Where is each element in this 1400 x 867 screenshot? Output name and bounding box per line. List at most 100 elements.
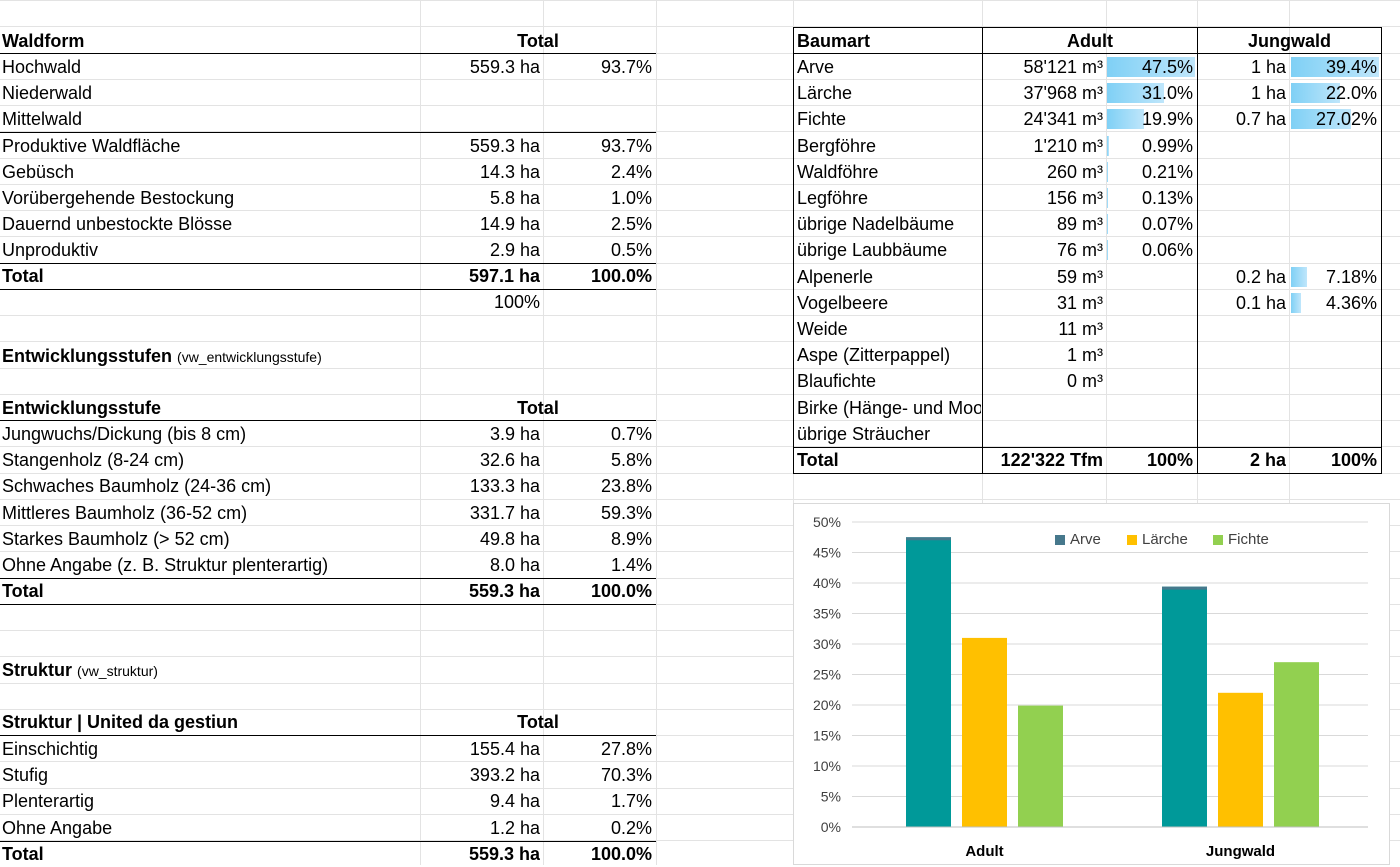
baumart-row-jungwald-pct — [1290, 159, 1377, 185]
gridline-row — [0, 578, 1400, 579]
gridline-row — [0, 158, 1400, 159]
entwicklung-row-pct: 1.4% — [610, 555, 652, 575]
baumart-row-jungwald-pct — [1290, 395, 1377, 421]
struktur-row-pct: 1.7% — [610, 791, 652, 812]
gridline-row — [0, 735, 1400, 736]
baumart-row-jungwald: 0.7 ha — [1235, 109, 1286, 130]
baumart-row-pct: 31.0% — [1141, 83, 1193, 104]
gridline-row — [0, 709, 1400, 710]
legend-label-fichte: Fichte — [1228, 531, 1269, 548]
gridline-row — [0, 420, 1400, 421]
baumart-row-pct: 0.13% — [1141, 188, 1193, 208]
waldform-row-pct — [545, 106, 652, 132]
baumart-row-jungwald — [1198, 342, 1286, 368]
baumart-header-jungwald: Jungwald — [1247, 31, 1331, 51]
gridline-row — [0, 315, 1400, 316]
gridline-row — [0, 236, 1400, 237]
baumart-row-pct: 19.9% — [1141, 109, 1193, 130]
adult-databar — [1107, 188, 1108, 208]
baumart-row-label: übrige Laubbäume — [797, 240, 948, 261]
waldform-row-label: Mittelwald — [2, 109, 83, 130]
baumart-row-label: Alpenerle — [797, 266, 874, 287]
waldform-row-label: Produktive Waldfläche — [2, 135, 181, 156]
baumart-row-jungwald-pct — [1290, 316, 1377, 342]
gridline-row — [0, 53, 1400, 54]
waldform-row-pct: 2.5% — [610, 214, 652, 235]
gridline-column — [420, 0, 421, 865]
baumart-row-jungwald-pct — [1290, 237, 1377, 263]
baumart-row-jungwald — [1198, 159, 1286, 185]
baumart-row-label: Bergföhre — [797, 135, 877, 156]
baumart-row-label: Aspe (Zitterpappel) — [797, 345, 951, 366]
waldform-row-label: Gebüsch — [2, 161, 75, 182]
gridline-row — [0, 840, 1400, 841]
baumart-row-label: übrige Sträucher — [797, 423, 931, 444]
waldform-row-ha — [420, 80, 540, 106]
entwicklung-row-ha: 49.8 ha — [479, 528, 540, 549]
entwicklung-row-ha: 8.0 ha — [489, 555, 540, 575]
legend-label-larche: Lärche — [1142, 531, 1188, 548]
species-share-chart[interactable] — [793, 503, 1390, 865]
baumart-row-volume: 1 m³ — [1067, 345, 1103, 366]
waldform-row-ha: 559.3 ha — [469, 57, 540, 77]
entwicklung-row-label: Schwaches Baumholz (24-36 cm) — [2, 476, 272, 497]
baumart-row-jungwald-pct — [1290, 211, 1377, 237]
entwicklung-title-text: Entwicklungsstufen — [2, 346, 173, 366]
baumart-row-jungwald — [1198, 421, 1286, 447]
baumart-row-pct: 47.5% — [1141, 57, 1193, 77]
waldform-bottom-rule — [0, 289, 656, 290]
entwicklung-header-rule — [0, 420, 656, 421]
baumart-bottom-rule — [793, 473, 1382, 474]
entwicklung-row-pct: 0.7% — [610, 424, 652, 444]
struktur-total-label: Total — [2, 844, 44, 864]
baumart-row-volume: 156 m³ — [1046, 188, 1103, 208]
waldform-row-ha: 5.8 ha — [489, 188, 540, 208]
gridline-row — [0, 499, 1400, 500]
adult-databar — [1107, 135, 1109, 156]
waldform-row-ha — [420, 106, 540, 132]
gridline-row — [0, 105, 1400, 106]
baumart-row-label: Legföhre — [797, 188, 869, 208]
legend-swatch-fichte — [1213, 535, 1223, 546]
gridline-row — [0, 368, 1400, 369]
baumart-row-jungwald — [1198, 395, 1286, 421]
struktur-row-label: Plenterartig — [2, 791, 95, 812]
entwicklung-row-label: Mittleres Baumholz (36-52 cm) — [2, 502, 248, 523]
gridline-row — [0, 341, 1400, 342]
baumart-row-volume: 260 m³ — [1046, 161, 1103, 182]
baumart-row-volume: 89 m³ — [1056, 214, 1103, 235]
baumart-row-jungwald-pct: 39.4% — [1325, 57, 1377, 77]
gridline-row — [0, 394, 1400, 395]
struktur-total-rule — [0, 841, 656, 842]
waldform-row-pct: 1.0% — [610, 188, 652, 208]
struktur-row-label: Stufig — [2, 765, 49, 786]
entwicklung-total-rule — [0, 578, 656, 579]
baumart-row-jungwald — [1198, 185, 1286, 211]
baumart-row-jungwald — [1198, 211, 1286, 237]
baumart-row-label: übrige Nadelbäume — [797, 214, 955, 235]
gridline-row — [0, 473, 1400, 474]
entwicklung-row-label: Ohne Angabe (z. B. Struktur plenterartig… — [2, 555, 329, 575]
struktur-row-ha: 1.2 ha — [489, 817, 540, 838]
waldform-row-pct: 93.7% — [600, 57, 652, 77]
baumart-row-jungwald — [1198, 237, 1286, 263]
waldform-row-ha: 559.3 ha — [469, 135, 540, 156]
baumart-row-pct: 0.99% — [1141, 135, 1193, 156]
jungwald-databar — [1291, 266, 1308, 287]
struktur-row-ha: 155.4 ha — [469, 739, 540, 759]
baumart-row-label: Waldföhre — [797, 161, 879, 182]
baumart-row-volume: 24'341 m³ — [1023, 109, 1103, 130]
entwicklung-row-ha: 3.9 ha — [489, 424, 540, 444]
baumart-mid-rule — [982, 27, 983, 474]
waldform-row-label: Vorübergehende Bestockung — [2, 188, 235, 208]
gridline-row — [0, 683, 1400, 684]
baumart-row-volume: 58'121 m³ — [1023, 57, 1103, 77]
entwicklung-header-total: Total — [517, 398, 559, 418]
baumart-row-volume — [983, 421, 1103, 447]
baumart-row-pct: 0.06% — [1141, 240, 1193, 261]
jungwald-databar — [1291, 83, 1341, 104]
baumart-row-volume: 31 m³ — [1056, 292, 1103, 313]
baumart-row-jungwald-pct: 27.02% — [1315, 109, 1377, 130]
baumart-row-jungwald-pct — [1290, 133, 1377, 159]
baumart-header-adult: Adult — [1067, 31, 1113, 51]
